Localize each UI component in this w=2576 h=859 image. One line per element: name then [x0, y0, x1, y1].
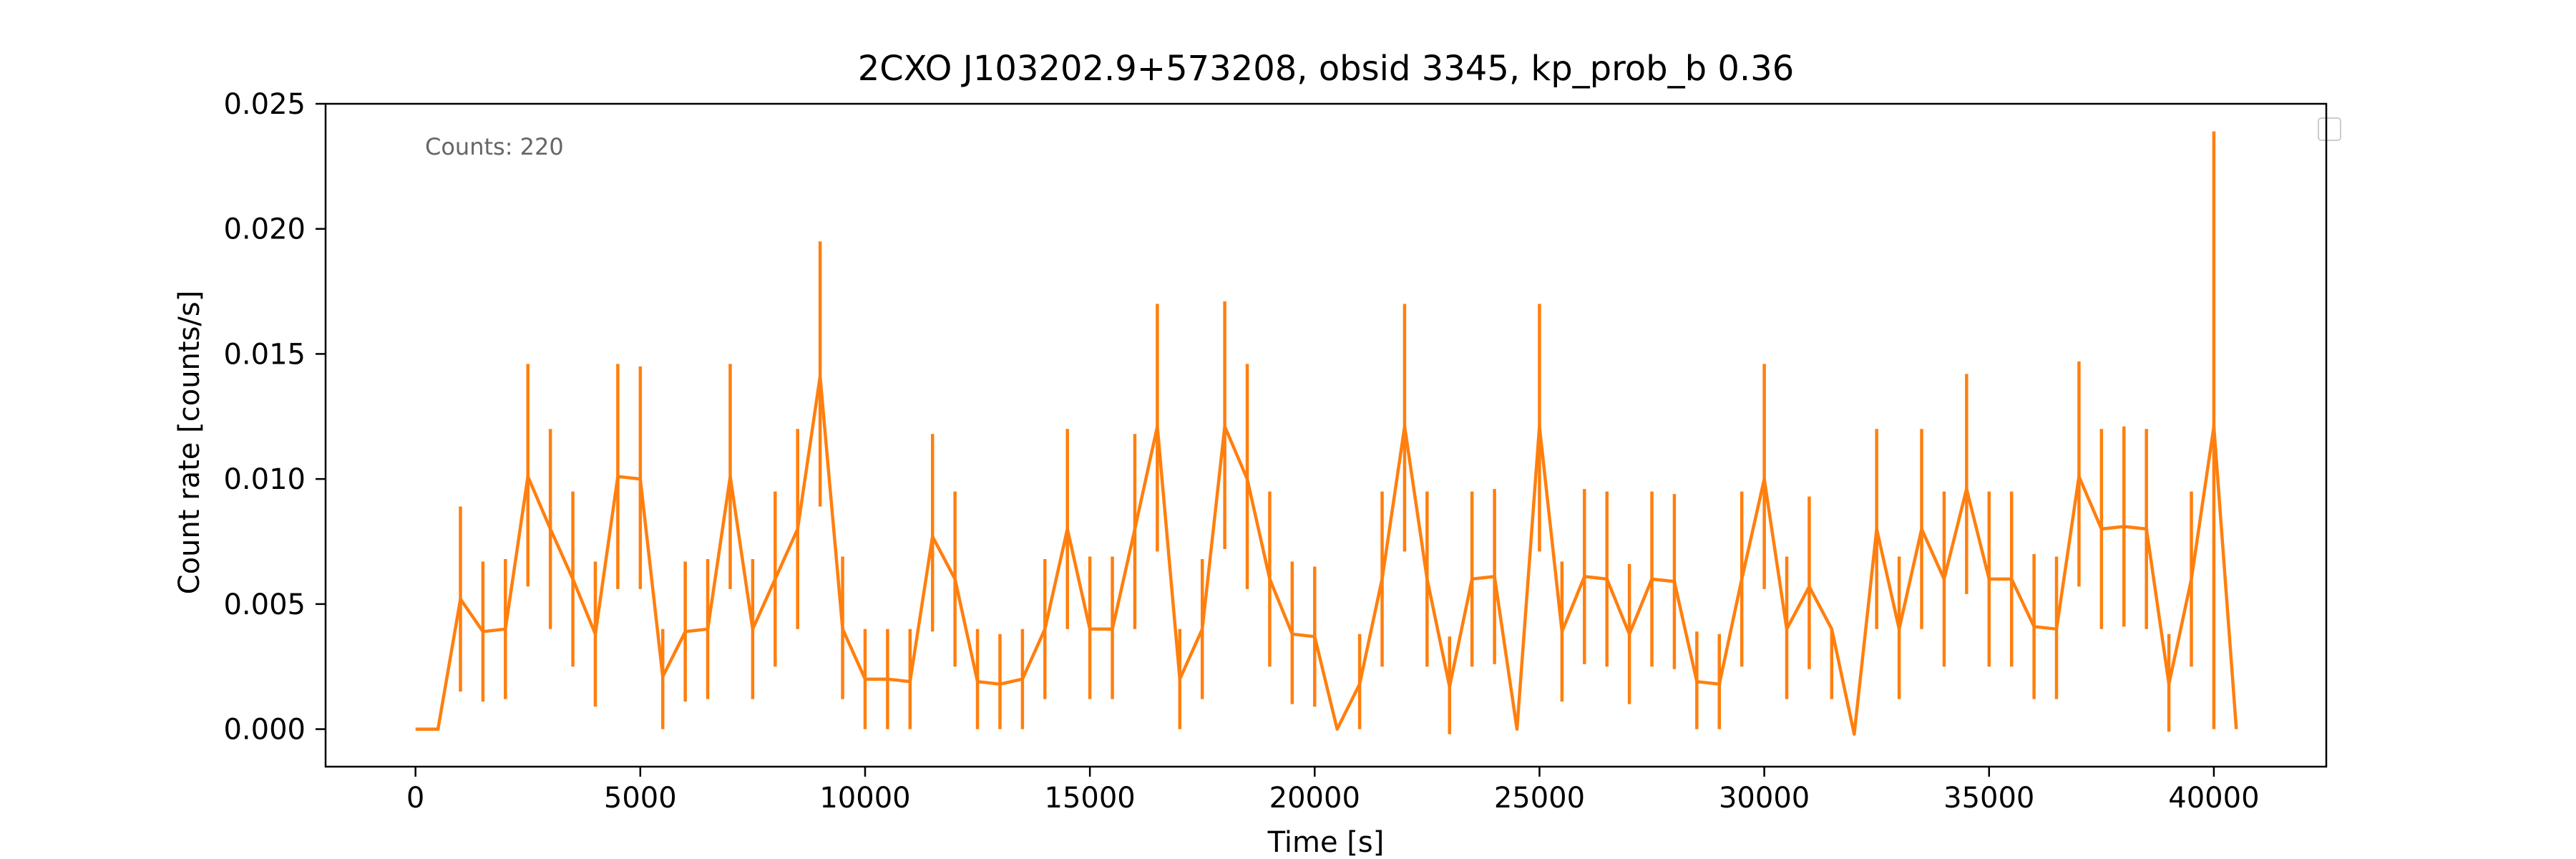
x-tick-label: 0 [406, 782, 424, 815]
chart-title: 2CXO J103202.9+573208, obsid 3345, kp_pr… [858, 49, 1795, 89]
y-axis-label: Count rate [counts/s] [173, 291, 206, 595]
x-tick-label: 40000 [2168, 782, 2259, 815]
y-tick-label: 0.020 [223, 213, 306, 246]
counts-annotation: Counts: 220 [425, 133, 564, 160]
series-group [415, 131, 2238, 736]
legend-box [2318, 117, 2341, 141]
x-tick-label: 25000 [1494, 782, 1585, 815]
x-tick-label: 10000 [819, 782, 910, 815]
y-tick-label: 0.025 [223, 88, 306, 121]
plot-frame [324, 102, 2328, 768]
y-tick-label: 0.015 [223, 338, 306, 371]
x-tick-label: 20000 [1269, 782, 1360, 815]
y-tick-label: 0.005 [223, 588, 306, 621]
x-tick-label: 30000 [1719, 782, 1810, 815]
x-axis-label: Time [s] [1267, 826, 1385, 859]
x-tick-label: 35000 [1943, 782, 2034, 815]
x-tick-label: 15000 [1045, 782, 1136, 815]
series-line [415, 374, 2238, 736]
y-tick-label: 0.010 [223, 463, 306, 496]
y-tick-label: 0.000 [223, 714, 306, 747]
x-tick-label: 5000 [604, 782, 677, 815]
